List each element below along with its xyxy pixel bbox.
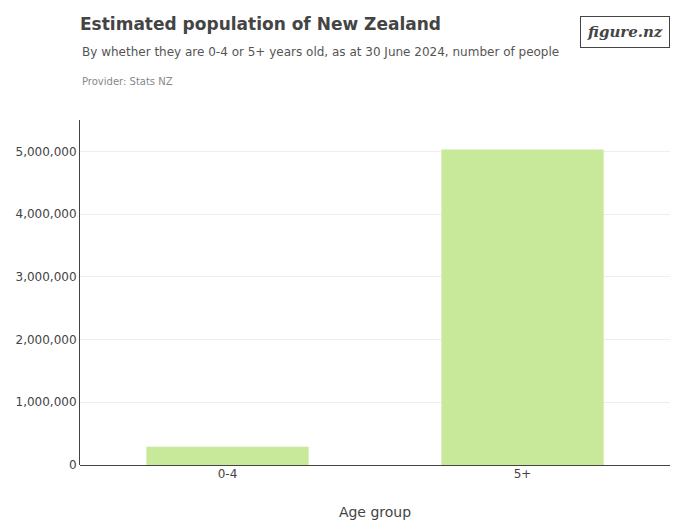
svg-text:By whether they are 0-4 or 5+: By whether they are 0-4 or 5+ years old,… [82,45,559,59]
svg-text:Estimated population of New Ze: Estimated population of New Zealand [80,14,441,34]
svg-text:5+: 5+ [514,467,532,481]
svg-text:2,000,000: 2,000,000 [16,333,77,347]
svg-text:Age group: Age group [339,504,411,520]
svg-text:4,000,000: 4,000,000 [16,207,77,221]
svg-text:3,000,000: 3,000,000 [16,270,77,284]
svg-text:1,000,000: 1,000,000 [16,395,77,409]
svg-text:figure.nz: figure.nz [587,23,663,41]
svg-text:0: 0 [69,458,77,472]
svg-text:0-4: 0-4 [218,467,238,481]
svg-text:Provider: Stats NZ: Provider: Stats NZ [82,76,173,87]
svg-text:5,000,000: 5,000,000 [16,145,77,159]
